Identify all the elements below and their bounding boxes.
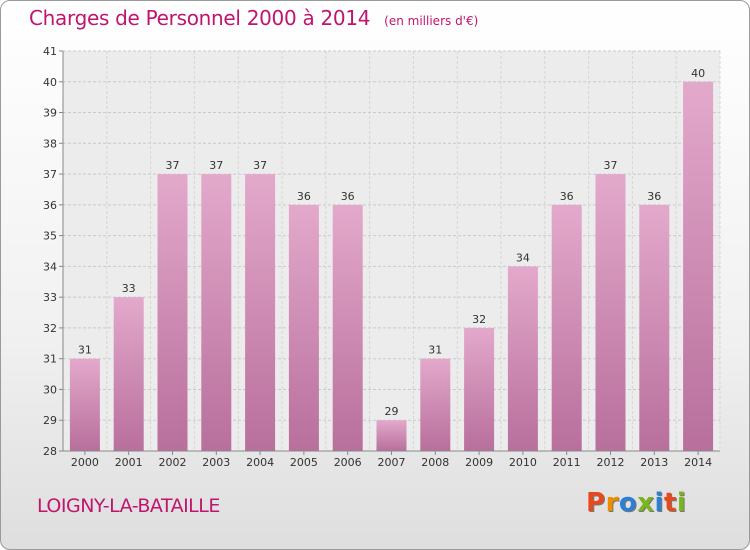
y-tick-label: 38: [43, 137, 57, 150]
x-tick-label: 2014: [684, 456, 712, 469]
y-tick-label: 30: [43, 383, 57, 396]
bar-value-label: 37: [166, 159, 180, 172]
x-tick-label: 2010: [509, 456, 537, 469]
x-tick-label: 2005: [290, 456, 318, 469]
y-tick-label: 37: [43, 168, 57, 181]
y-tick-label: 35: [43, 230, 57, 243]
y-tick-label: 31: [43, 353, 57, 366]
bar-2011: [551, 204, 582, 451]
x-tick-label: 2008: [421, 456, 449, 469]
bar-2014: [683, 81, 714, 452]
bar-2006: [332, 204, 363, 451]
title-row: Charges de Personnel 2000 à 2014 (en mill…: [29, 6, 478, 30]
bar-value-label: 37: [604, 159, 618, 172]
bar-2007: [376, 420, 407, 451]
bar-2002: [157, 174, 188, 452]
chart-title: Charges de Personnel 2000 à 2014: [29, 6, 371, 30]
y-tick-label: 32: [43, 322, 57, 335]
bar-value-label: 37: [253, 159, 267, 172]
bar-value-label: 31: [78, 344, 92, 357]
bar-value-label: 36: [341, 190, 355, 203]
bar-value-label: 34: [516, 251, 530, 264]
bar-value-label: 36: [297, 190, 311, 203]
y-tick-label: 36: [43, 199, 57, 212]
bar-2013: [639, 204, 670, 451]
logo-letter: i: [654, 488, 664, 518]
x-tick-label: 2007: [378, 456, 406, 469]
bar-2008: [420, 358, 451, 451]
bar-2004: [245, 174, 276, 452]
bar-value-label: 36: [560, 190, 574, 203]
y-tick-label: 41: [43, 45, 57, 58]
x-tick-label: 2012: [597, 456, 625, 469]
proxiti-logo: Proxiti: [586, 488, 686, 518]
y-tick-label: 40: [43, 76, 57, 89]
bar-2010: [507, 266, 538, 451]
bar-2009: [464, 327, 495, 451]
y-tick-label: 28: [43, 445, 57, 458]
bar-value-label: 36: [647, 190, 661, 203]
logo-letter: t: [663, 488, 677, 518]
bar-2001: [113, 297, 144, 451]
x-tick-label: 2011: [553, 456, 581, 469]
logo-letter: P: [586, 488, 606, 518]
x-tick-label: 2006: [334, 456, 362, 469]
bar-value-label: 31: [428, 344, 442, 357]
x-tick-label: 2013: [640, 456, 668, 469]
x-tick-label: 2000: [71, 456, 99, 469]
bar-value-label: 40: [691, 67, 705, 80]
bar-2003: [201, 174, 232, 452]
bar-value-label: 29: [385, 405, 399, 418]
x-tick-label: 2009: [465, 456, 493, 469]
x-tick-label: 2004: [246, 456, 274, 469]
x-tick-label: 2001: [115, 456, 143, 469]
bar-value-label: 32: [472, 313, 486, 326]
bar-value-label: 37: [209, 159, 223, 172]
bar-2000: [69, 358, 100, 451]
logo-letter: r: [605, 488, 619, 518]
commune-name: LOIGNY-LA-BATAILLE: [37, 495, 220, 517]
bar-2012: [595, 174, 626, 452]
logo-letter: o: [618, 488, 638, 518]
bar-2005: [288, 204, 319, 451]
y-tick-label: 39: [43, 107, 57, 120]
y-tick-label: 33: [43, 291, 57, 304]
x-tick-label: 2003: [202, 456, 230, 469]
logo-letter: i: [676, 488, 687, 518]
x-tick-label: 2002: [159, 456, 187, 469]
y-tick-label: 34: [43, 260, 57, 273]
y-tick-label: 29: [43, 414, 57, 427]
chart-subtitle: (en milliers d'€): [384, 14, 479, 28]
logo-letter: x: [637, 488, 655, 518]
bar-value-label: 33: [122, 282, 136, 295]
